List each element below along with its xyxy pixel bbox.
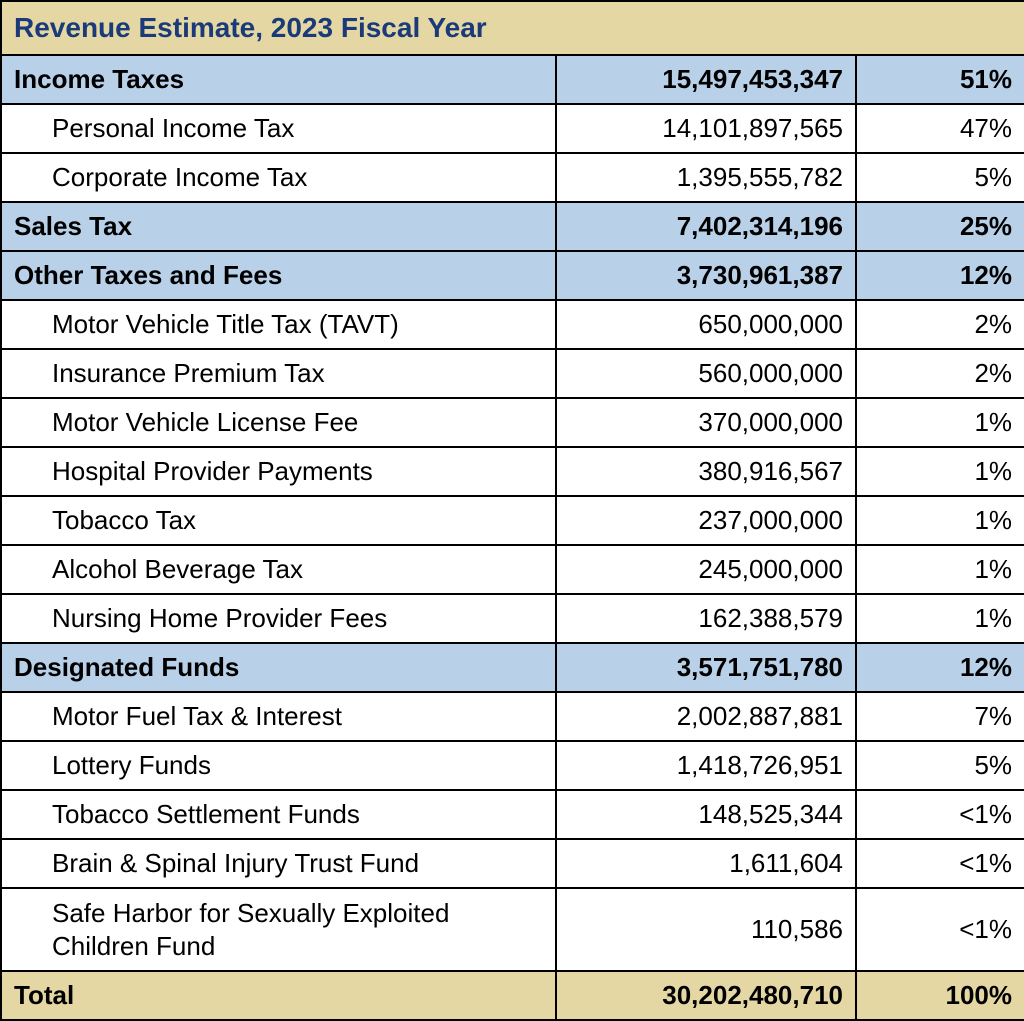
table-row: Alcohol Beverage Tax245,000,0001% (1, 545, 1024, 594)
row-amount: 237,000,000 (556, 496, 856, 545)
row-label: Safe Harbor for Sexually Exploited Child… (1, 888, 556, 971)
title-row: Revenue Estimate, 2023 Fiscal Year (1, 1, 1024, 55)
row-percent: 1% (856, 447, 1024, 496)
table-row: Brain & Spinal Injury Trust Fund1,611,60… (1, 839, 1024, 888)
row-percent: <1% (856, 839, 1024, 888)
row-percent: 47% (856, 104, 1024, 153)
row-amount: 148,525,344 (556, 790, 856, 839)
row-amount: 1,611,604 (556, 839, 856, 888)
row-label: Motor Vehicle License Fee (1, 398, 556, 447)
row-amount: 1,418,726,951 (556, 741, 856, 790)
total-row: Total30,202,480,710100% (1, 971, 1024, 1020)
table-row: Lottery Funds1,418,726,9515% (1, 741, 1024, 790)
row-label: Corporate Income Tax (1, 153, 556, 202)
table-row: Nursing Home Provider Fees162,388,5791% (1, 594, 1024, 643)
table-row: Motor Vehicle License Fee370,000,0001% (1, 398, 1024, 447)
table-row: Other Taxes and Fees3,730,961,38712% (1, 251, 1024, 300)
row-percent: 1% (856, 545, 1024, 594)
table-row: Sales Tax7,402,314,19625% (1, 202, 1024, 251)
row-label: Hospital Provider Payments (1, 447, 556, 496)
table-row: Hospital Provider Payments380,916,5671% (1, 447, 1024, 496)
total-percent: 100% (856, 971, 1024, 1020)
row-percent: <1% (856, 888, 1024, 971)
row-percent: <1% (856, 790, 1024, 839)
table-row: Personal Income Tax14,101,897,56547% (1, 104, 1024, 153)
row-amount: 370,000,000 (556, 398, 856, 447)
row-percent: 25% (856, 202, 1024, 251)
revenue-estimate-table: Revenue Estimate, 2023 Fiscal Year Incom… (0, 0, 1024, 1021)
row-label: Designated Funds (1, 643, 556, 692)
row-label: Other Taxes and Fees (1, 251, 556, 300)
row-percent: 2% (856, 300, 1024, 349)
row-amount: 245,000,000 (556, 545, 856, 594)
table-row: Insurance Premium Tax560,000,0002% (1, 349, 1024, 398)
row-percent: 5% (856, 153, 1024, 202)
row-percent: 7% (856, 692, 1024, 741)
row-label: Tobacco Tax (1, 496, 556, 545)
table-row: Safe Harbor for Sexually Exploited Child… (1, 888, 1024, 971)
row-amount: 380,916,567 (556, 447, 856, 496)
row-amount: 2,002,887,881 (556, 692, 856, 741)
row-label: Nursing Home Provider Fees (1, 594, 556, 643)
row-amount: 3,571,751,780 (556, 643, 856, 692)
row-label: Alcohol Beverage Tax (1, 545, 556, 594)
row-amount: 110,586 (556, 888, 856, 971)
table-row: Corporate Income Tax1,395,555,7825% (1, 153, 1024, 202)
row-amount: 3,730,961,387 (556, 251, 856, 300)
row-percent: 51% (856, 55, 1024, 104)
row-percent: 1% (856, 398, 1024, 447)
row-amount: 15,497,453,347 (556, 55, 856, 104)
table-row: Designated Funds3,571,751,78012% (1, 643, 1024, 692)
row-label: Insurance Premium Tax (1, 349, 556, 398)
row-percent: 12% (856, 251, 1024, 300)
row-label: Income Taxes (1, 55, 556, 104)
row-label: Motor Vehicle Title Tax (TAVT) (1, 300, 556, 349)
row-amount: 162,388,579 (556, 594, 856, 643)
row-label: Personal Income Tax (1, 104, 556, 153)
table-row: Tobacco Settlement Funds148,525,344<1% (1, 790, 1024, 839)
row-label: Brain & Spinal Injury Trust Fund (1, 839, 556, 888)
row-label: Sales Tax (1, 202, 556, 251)
row-amount: 14,101,897,565 (556, 104, 856, 153)
total-amount: 30,202,480,710 (556, 971, 856, 1020)
row-percent: 2% (856, 349, 1024, 398)
table-row: Motor Fuel Tax & Interest2,002,887,8817% (1, 692, 1024, 741)
total-label: Total (1, 971, 556, 1020)
row-label: Tobacco Settlement Funds (1, 790, 556, 839)
row-amount: 560,000,000 (556, 349, 856, 398)
row-amount: 1,395,555,782 (556, 153, 856, 202)
row-percent: 1% (856, 496, 1024, 545)
table-title: Revenue Estimate, 2023 Fiscal Year (1, 1, 1024, 55)
row-amount: 650,000,000 (556, 300, 856, 349)
row-label: Lottery Funds (1, 741, 556, 790)
table-row: Motor Vehicle Title Tax (TAVT)650,000,00… (1, 300, 1024, 349)
row-percent: 12% (856, 643, 1024, 692)
table-body: Revenue Estimate, 2023 Fiscal Year Incom… (1, 1, 1024, 1020)
row-amount: 7,402,314,196 (556, 202, 856, 251)
row-percent: 5% (856, 741, 1024, 790)
row-label: Motor Fuel Tax & Interest (1, 692, 556, 741)
row-percent: 1% (856, 594, 1024, 643)
table-row: Income Taxes15,497,453,34751% (1, 55, 1024, 104)
table-row: Tobacco Tax237,000,0001% (1, 496, 1024, 545)
